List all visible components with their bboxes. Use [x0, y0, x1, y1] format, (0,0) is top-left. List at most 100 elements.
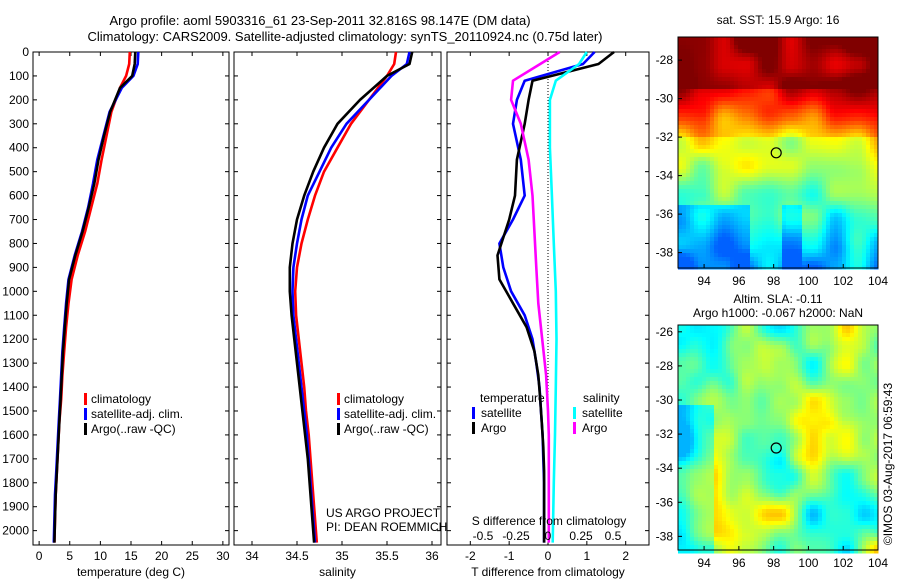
sst_map-cell — [842, 181, 847, 186]
sst_map-cell — [710, 229, 715, 234]
sst_map-cell — [766, 265, 771, 270]
sst_map-cell — [718, 169, 723, 174]
sst_map-cell — [698, 81, 703, 86]
sst_map-cell — [754, 65, 759, 70]
sla_map-cell — [738, 437, 743, 442]
sst_map-cell — [794, 237, 799, 242]
sst_map-cell — [822, 197, 827, 202]
sst_map-cell — [738, 217, 743, 222]
sla_map-cell — [766, 357, 771, 362]
sst_map-cell — [798, 89, 803, 94]
sst_map-cell — [874, 113, 879, 118]
sst_map-cell — [698, 249, 703, 254]
sla_map-cell — [750, 409, 755, 414]
sla_map-cell — [762, 445, 767, 450]
sst_map-cell — [798, 137, 803, 142]
sst_map-cell — [738, 109, 743, 114]
sla_map-cell — [822, 369, 827, 374]
sst_map-cell — [710, 249, 715, 254]
sst_map-cell — [790, 229, 795, 234]
sst_map-cell — [678, 145, 683, 150]
salinity-series-climatology — [293, 51, 398, 543]
sst_map-cell — [690, 77, 695, 82]
sst_map-cell — [730, 149, 735, 154]
sst_map-cell — [778, 77, 783, 82]
sst_map-cell — [826, 169, 831, 174]
sst_map-cell — [834, 189, 839, 194]
sst_map-cell — [854, 129, 859, 134]
sla_map-cell — [818, 341, 823, 346]
sst_map-cell — [694, 153, 699, 158]
sla_map-cell — [678, 401, 683, 406]
sst_map-cell — [826, 241, 831, 246]
sst_map-cell — [838, 69, 843, 74]
sla_map-cell — [802, 357, 807, 362]
salinity-legend-swatch — [337, 423, 340, 435]
sst_map-cell — [810, 177, 815, 182]
sst_map-cell — [806, 245, 811, 250]
sst_map-cell — [698, 161, 703, 166]
sla_map-cell — [774, 357, 779, 362]
sla_map-cell — [762, 369, 767, 374]
sla_map-cell — [858, 349, 863, 354]
sla_map-cell — [778, 377, 783, 382]
sla_map-cell — [678, 325, 683, 330]
sst_map-cell — [786, 225, 791, 230]
sla_map-cell — [806, 429, 811, 434]
sla_map-cell — [818, 421, 823, 426]
sst_map-cell — [754, 145, 759, 150]
sst_map-cell — [854, 93, 859, 98]
sst_map-cell — [762, 257, 767, 262]
sst_map-cell — [858, 173, 863, 178]
sla_map-cell — [746, 369, 751, 374]
sst_map-cell — [862, 261, 867, 266]
sst_map-cell — [838, 229, 843, 234]
sla_map-cell — [722, 417, 727, 422]
sla_map-cell — [778, 425, 783, 430]
sla_map-cell — [750, 365, 755, 370]
sst_map-cell — [750, 81, 755, 86]
sla_map-cell — [778, 429, 783, 434]
sla_map-cell — [722, 421, 727, 426]
sst_map-cell — [690, 89, 695, 94]
sst_map-cell — [754, 161, 759, 166]
sla_map-cell — [838, 349, 843, 354]
sla_map-cell — [846, 389, 851, 394]
sla_map-cell — [686, 417, 691, 422]
sla_map-cell — [690, 361, 695, 366]
sla_map-cell — [834, 325, 839, 330]
sst_map-cell — [782, 169, 787, 174]
sla_map-cell — [686, 465, 691, 470]
sst_map-cell — [814, 73, 819, 78]
sla_map-cell — [790, 429, 795, 434]
sla_map-cell — [714, 373, 719, 378]
sst_map-cell — [702, 129, 707, 134]
sla_map-cell — [722, 409, 727, 414]
sla_map-cell — [806, 361, 811, 366]
sst_map-cell — [690, 165, 695, 170]
sla_map-cell — [682, 437, 687, 442]
sst_map-cell — [854, 169, 859, 174]
sla_map-cell — [746, 353, 751, 358]
sst_map-cell — [818, 157, 823, 162]
sla_map-cell — [710, 357, 715, 362]
sst_map-cell — [810, 213, 815, 218]
sla_map-cell — [822, 337, 827, 342]
sla_map-cell — [682, 349, 687, 354]
sst_map-cell — [774, 85, 779, 90]
sst_map-cell — [710, 201, 715, 206]
sla_map-cell — [790, 325, 795, 330]
sla_map-cell — [778, 353, 783, 358]
temperature-xtick-label: 0 — [36, 549, 43, 563]
sla_map-cell — [726, 349, 731, 354]
sst_map-cell — [782, 97, 787, 102]
sst_map-cell — [754, 257, 759, 262]
sst_map-cell — [694, 161, 699, 166]
sla_map-cell — [714, 349, 719, 354]
sst_map-cell — [842, 249, 847, 254]
sla_map-cell — [686, 409, 691, 414]
sla_map-cell — [838, 401, 843, 406]
sst_map-cell — [822, 65, 827, 70]
sst_map-cell — [718, 41, 723, 46]
sla_map-cell — [734, 429, 739, 434]
